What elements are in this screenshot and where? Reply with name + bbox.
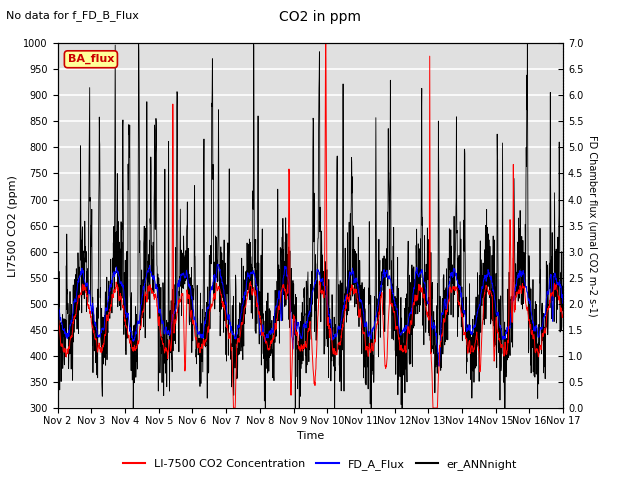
X-axis label: Time: Time	[297, 431, 324, 441]
Y-axis label: LI7500 CO2 (ppm): LI7500 CO2 (ppm)	[8, 175, 18, 276]
Text: No data for f_FD_B_Flux: No data for f_FD_B_Flux	[6, 10, 140, 21]
Text: BA_flux: BA_flux	[68, 54, 114, 64]
Legend: LI-7500 CO2 Concentration, FD_A_Flux, er_ANNnight: LI-7500 CO2 Concentration, FD_A_Flux, er…	[118, 455, 522, 474]
Text: CO2 in ppm: CO2 in ppm	[279, 10, 361, 24]
Y-axis label: FD Chamber flux (umal CO2 m-2 s-1): FD Chamber flux (umal CO2 m-2 s-1)	[588, 135, 598, 316]
